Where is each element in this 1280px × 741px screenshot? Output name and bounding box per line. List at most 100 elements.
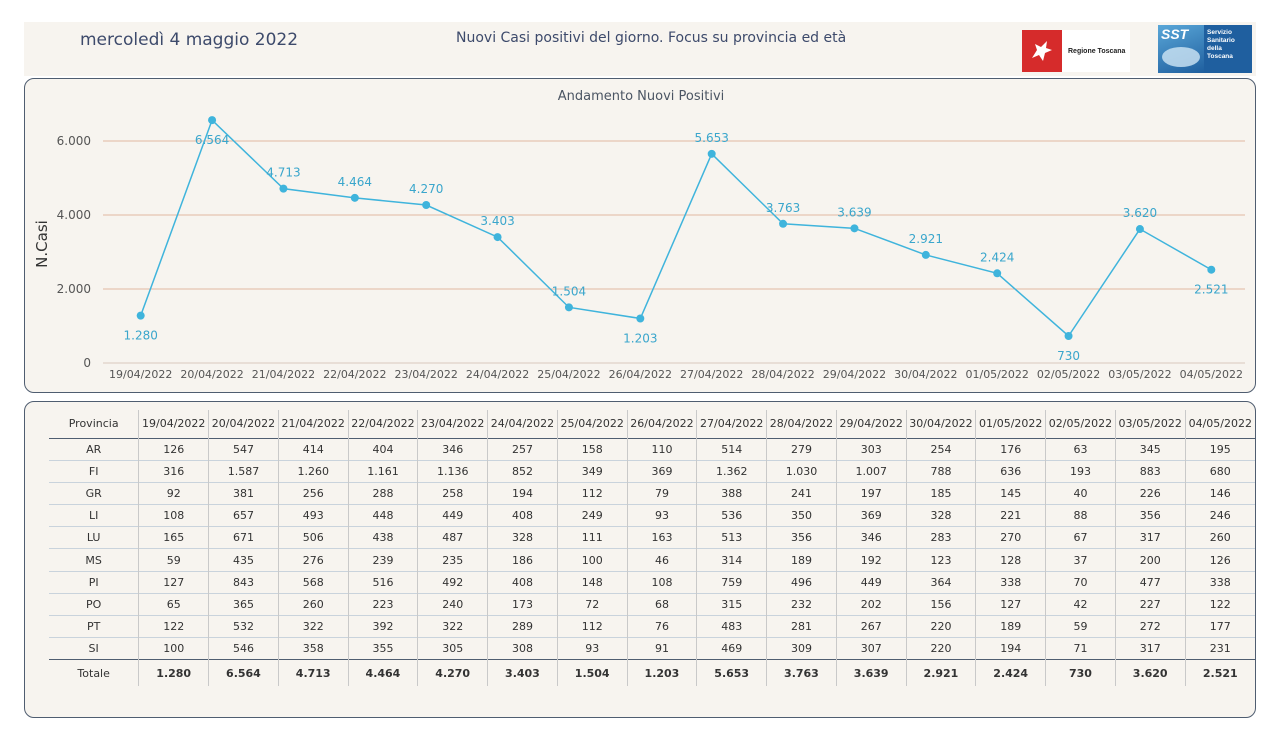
x-tick-label: 01/05/2022: [965, 368, 1028, 381]
value-cell: 93: [556, 637, 628, 660]
table-row: PI 127 843 568 516 492 408 148 108 759 496 449 364 33…: [49, 571, 1255, 594]
value-cell: 127: [138, 571, 209, 594]
value-cell: 288: [347, 482, 418, 505]
column-header-date: 25/04/2022: [556, 410, 628, 438]
x-tick-label: 27/04/2022: [680, 368, 743, 381]
province-cell: MS: [85, 553, 102, 567]
province-cell: LU: [86, 531, 101, 545]
value-cell: 123: [905, 548, 976, 572]
x-tick-label: 23/04/2022: [394, 368, 457, 381]
value-cell: 1.587: [208, 460, 279, 483]
value-cell: 194: [975, 637, 1046, 660]
value-cell: 492: [417, 571, 488, 594]
data-point: [1064, 331, 1073, 340]
value-cell: 195: [1184, 438, 1255, 461]
data-point: [993, 269, 1002, 278]
value-cell: 843: [208, 571, 279, 594]
value-cell: 358: [277, 637, 349, 660]
data-label: 1.203: [623, 331, 657, 345]
data-point: [564, 303, 573, 312]
value-cell: 307: [835, 637, 907, 660]
data-point: [136, 311, 145, 320]
column-header-date: 19/04/2022: [138, 410, 209, 438]
province-cell: AR: [86, 442, 102, 456]
data-label: 1.280: [124, 329, 158, 343]
data-point: [350, 193, 359, 202]
value-cell: 477: [1114, 571, 1186, 594]
x-tick-label: 04/05/2022: [1180, 368, 1243, 381]
y-tick-label: 0: [83, 356, 91, 370]
sst-line: Servizio: [1207, 29, 1232, 36]
regione-toscana-logo: Regione Toscana: [1022, 30, 1130, 72]
data-label: 730: [1057, 349, 1080, 363]
report-title: Nuovi Casi positivi del giorno. Focus su…: [456, 30, 847, 46]
value-cell: 186: [487, 548, 558, 572]
total-cell: 2.521: [1184, 659, 1255, 686]
value-cell: 127: [975, 593, 1046, 616]
value-cell: 220: [905, 615, 976, 638]
value-cell: 532: [208, 615, 279, 638]
cases-table: Provincia 19/04/2022 20/04/2022 21/04/2022 2…: [49, 410, 1255, 686]
value-cell: 338: [975, 571, 1046, 594]
data-point: [921, 250, 930, 259]
value-cell: 345: [1114, 438, 1186, 461]
value-cell: 568: [277, 571, 349, 594]
value-cell: 63: [1045, 438, 1116, 461]
value-cell: 260: [1184, 526, 1255, 549]
x-tick-label: 19/04/2022: [109, 368, 172, 381]
value-cell: 1.030: [766, 460, 837, 483]
column-header-date: 03/05/2022: [1114, 410, 1186, 438]
value-cell: 256: [277, 482, 349, 505]
x-tick-label: 29/04/2022: [823, 368, 886, 381]
data-label: 4.464: [338, 175, 372, 189]
value-cell: 112: [556, 615, 628, 638]
value-cell: 369: [835, 504, 907, 527]
value-cell: 408: [487, 504, 558, 527]
value-cell: 404: [347, 438, 418, 461]
table-row: LI 108 657 493 448 449 408 249 93 536 350 369 328 221…: [49, 504, 1255, 527]
total-cell: 1.280: [138, 659, 209, 686]
value-cell: 657: [208, 504, 279, 527]
value-cell: 392: [347, 615, 418, 638]
value-cell: 177: [1184, 615, 1255, 638]
value-cell: 680: [1184, 460, 1255, 483]
value-cell: 122: [1184, 593, 1255, 616]
value-cell: 350: [766, 504, 837, 527]
value-cell: 189: [975, 615, 1046, 638]
value-cell: 365: [208, 593, 279, 616]
value-cell: 126: [1184, 548, 1255, 572]
data-point: [279, 184, 288, 193]
value-cell: 100: [138, 637, 209, 660]
value-cell: 536: [696, 504, 767, 527]
value-cell: 1.362: [696, 460, 767, 483]
value-cell: 317: [1114, 637, 1186, 660]
report-date: mercoledì 4 maggio 2022: [80, 30, 299, 50]
value-cell: 1.007: [835, 460, 907, 483]
value-cell: 469: [696, 637, 767, 660]
table-row: PO 65 365 260 223 240 173 72 68 315 232 202 156 127 42…: [49, 593, 1255, 616]
value-cell: 309: [766, 637, 837, 660]
value-cell: 192: [835, 548, 907, 572]
value-cell: 281: [766, 615, 837, 638]
data-point: [208, 116, 217, 125]
value-cell: 346: [417, 438, 488, 461]
value-cell: 232: [766, 593, 837, 616]
value-cell: 314: [696, 548, 767, 572]
value-cell: 516: [347, 571, 418, 594]
total-cell: 4.464: [347, 659, 418, 686]
province-cell: GR: [85, 486, 102, 500]
value-cell: 506: [277, 526, 349, 549]
value-cell: 128: [975, 548, 1046, 572]
value-cell: 163: [626, 526, 697, 549]
column-header-date: 02/05/2022: [1045, 410, 1116, 438]
value-cell: 349: [556, 460, 628, 483]
value-cell: 483: [696, 615, 767, 638]
x-tick-label: 22/04/2022: [323, 368, 386, 381]
value-cell: 513: [696, 526, 767, 549]
table-row: SI 100 546 358 355 305 308 93 91 469 309 307 220 194 7…: [49, 637, 1255, 660]
value-cell: 317: [1114, 526, 1186, 549]
value-cell: 67: [1045, 526, 1116, 549]
value-cell: 258: [417, 482, 488, 505]
value-cell: 148: [556, 571, 628, 594]
x-tick-label: 20/04/2022: [180, 368, 243, 381]
